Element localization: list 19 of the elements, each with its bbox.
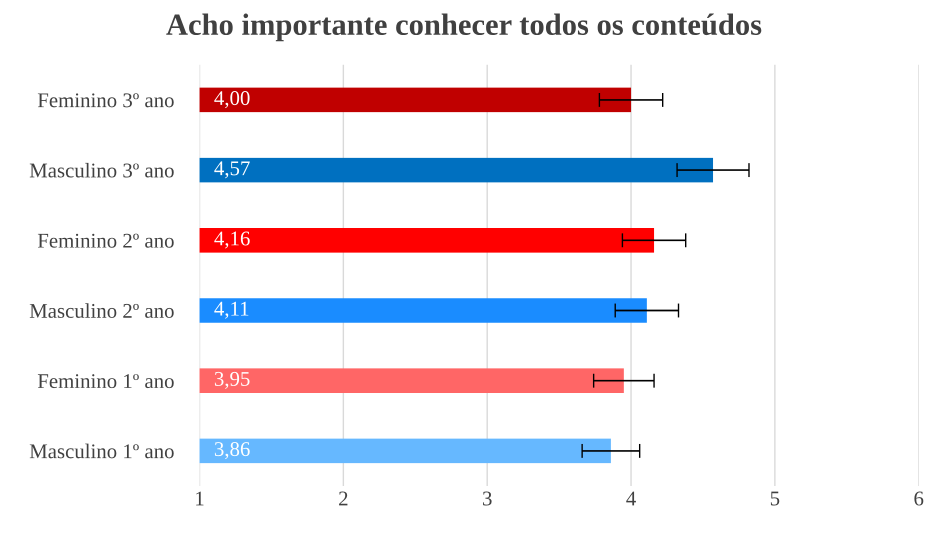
data-label: 4,00 (214, 91, 250, 108)
data-label: 4,16 (214, 232, 250, 249)
chart-title: Acho importante conhecer todos os conteúdos (166, 14, 762, 42)
x-tick-label: 3 (482, 492, 492, 506)
y-tick-label: Feminino 1º ano (38, 374, 174, 388)
y-tick-label: Feminino 3º ano (38, 93, 174, 108)
y-tick-label: Masculino 2º ano (30, 303, 174, 318)
x-tick-label: 5 (770, 492, 780, 506)
x-tick-label: 6 (914, 492, 924, 506)
data-label: 4,57 (214, 161, 250, 178)
y-tick-label: Masculino 3º ano (30, 162, 174, 178)
data-label: 3,86 (214, 442, 250, 460)
y-tick-label: Feminino 2º ano (38, 234, 174, 248)
y-tick-label: Masculino 1º ano (30, 444, 174, 458)
x-tick-label: 4 (626, 492, 636, 506)
x-tick-label: 2 (339, 492, 348, 506)
data-label: 4,11 (214, 302, 248, 319)
data-label: 3,95 (214, 372, 250, 389)
x-tick-label: 1 (196, 492, 204, 506)
